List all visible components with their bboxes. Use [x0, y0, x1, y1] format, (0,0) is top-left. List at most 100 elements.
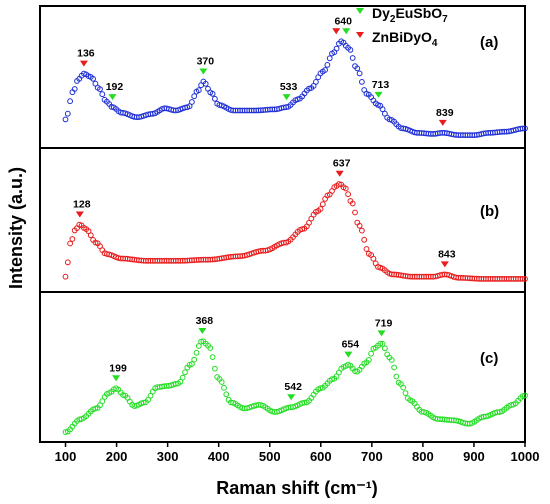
x-tick-label: 800: [412, 449, 434, 464]
data-point: [92, 405, 99, 412]
peak-label: 128: [73, 199, 91, 211]
data-point: [379, 106, 386, 113]
peak-triangle-icon: [374, 91, 383, 98]
data-point: [342, 185, 349, 192]
data-point: [354, 65, 361, 72]
data-point: [189, 99, 195, 105]
peak-marker: 654: [342, 339, 360, 358]
legend-triangle-icon: [356, 32, 364, 38]
peak-triangle-icon: [342, 28, 351, 35]
data-point: [313, 79, 319, 85]
data-point: [365, 357, 372, 363]
data-point: [349, 55, 356, 61]
data-point: [67, 240, 73, 247]
x-tick-label: 1000: [511, 449, 540, 464]
peak-label: 713: [372, 79, 390, 91]
data-point: [212, 365, 218, 372]
data-point: [207, 345, 214, 352]
peak-label: 654: [342, 339, 360, 351]
peak-triangle-icon: [108, 94, 117, 101]
x-tick-label: 900: [463, 449, 485, 464]
data-point: [62, 273, 69, 280]
data-point: [356, 70, 363, 77]
data-point: [193, 349, 200, 356]
data-point: [179, 374, 186, 381]
data-point: [198, 338, 205, 345]
peak-triangle-icon: [440, 261, 449, 268]
legend-entry: Dy2EuSbO7: [356, 5, 448, 25]
data-point: [393, 373, 400, 380]
data-point: [352, 209, 358, 216]
data-point: [221, 384, 227, 391]
peak-triangle-icon: [75, 211, 84, 218]
data-point: [317, 206, 324, 212]
data-point: [306, 219, 312, 226]
peak-label: 839: [436, 107, 454, 119]
data-point: [108, 103, 115, 110]
peak-label: 640: [334, 15, 352, 27]
peak-label: 533: [280, 81, 298, 93]
peak-marker: 719: [375, 317, 393, 337]
peak-label: 637: [333, 158, 351, 170]
data-point: [189, 361, 195, 367]
data-point: [182, 369, 188, 376]
panel-2: (c) 199 368 542 654 719: [39, 291, 528, 443]
panel-label: (b): [480, 203, 499, 220]
data-point: [382, 345, 388, 352]
data-point: [522, 276, 528, 282]
peak-label: 370: [197, 55, 215, 67]
peak-marker: 637: [333, 158, 351, 177]
data-point: [324, 62, 331, 68]
data-point: [368, 350, 375, 357]
x-tick-label: 300: [157, 449, 179, 464]
peak-label: 199: [109, 362, 127, 374]
data-point: [202, 80, 209, 87]
panel-frame: [39, 291, 526, 443]
data-point: [519, 276, 526, 282]
peak-label: 719: [375, 317, 393, 329]
peak-triangle-icon: [335, 170, 344, 177]
data-point: [209, 354, 216, 361]
data-point: [322, 67, 329, 73]
peak-triangle-icon: [377, 330, 386, 337]
data-point: [347, 47, 354, 53]
data-point: [370, 255, 377, 262]
peak-marker: 136: [77, 48, 95, 67]
data-point: [67, 98, 73, 105]
data-point: [191, 93, 198, 100]
data-point: [212, 95, 218, 102]
x-axis: 100 200 300 400 500 600 700 800 900 1000: [55, 442, 540, 464]
legend-label: Dy2EuSbO7: [372, 5, 448, 25]
data-point: [345, 191, 352, 198]
peak-marker: 128: [73, 199, 91, 218]
peak-triangle-icon: [438, 119, 447, 126]
panel-1: (b) 128 637 843: [39, 147, 528, 293]
peak-label: 368: [196, 315, 214, 327]
data-point: [356, 222, 363, 229]
data-point: [377, 340, 384, 347]
data-point: [299, 226, 306, 233]
data-point: [209, 90, 216, 97]
data-point: [363, 246, 370, 252]
peak-triangle-icon: [344, 351, 353, 358]
peak-triangle-icon: [332, 28, 341, 35]
peak-triangle-icon: [282, 94, 291, 101]
x-tick-label: 700: [361, 449, 383, 464]
panel-label: (a): [480, 34, 498, 51]
peak-triangle-icon: [198, 327, 207, 334]
data-point: [519, 125, 526, 132]
data-point: [62, 116, 69, 123]
data-point: [386, 116, 393, 123]
data-point: [361, 236, 368, 243]
data-point: [333, 45, 340, 52]
data-point: [317, 385, 324, 392]
data-point: [172, 380, 179, 387]
data-point: [402, 390, 409, 397]
data-point: [99, 398, 106, 405]
peak-triangle-icon: [112, 375, 121, 382]
x-tick-label: 100: [55, 449, 77, 464]
data-point: [349, 200, 356, 207]
data-point: [218, 379, 225, 385]
x-axis-label: Raman shift (cm⁻¹): [216, 478, 378, 498]
data-point: [177, 378, 184, 385]
